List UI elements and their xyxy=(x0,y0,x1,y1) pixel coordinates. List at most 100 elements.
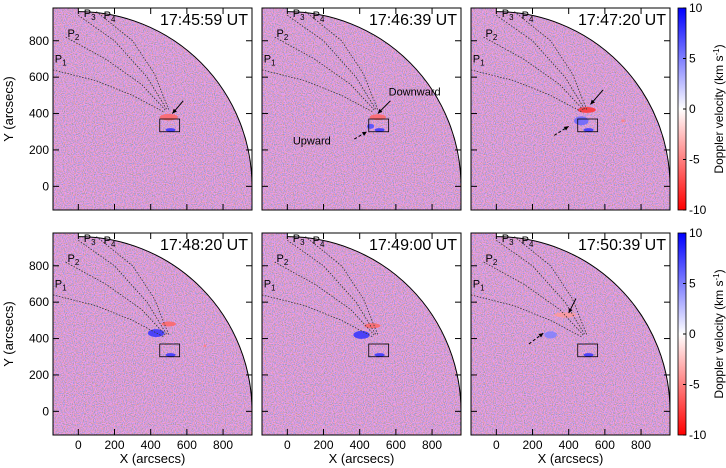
y-axis-label: Y (arcsecs) xyxy=(1,76,16,142)
panel-frame xyxy=(470,7,671,211)
arrow-head-1 xyxy=(568,308,573,314)
timestamp: 17:49:00 UT xyxy=(369,237,457,254)
doppler-feature-3 xyxy=(583,353,594,357)
y-tick-label: 800 xyxy=(29,34,49,48)
x-tick-label: 400 xyxy=(559,438,579,452)
panel-frame xyxy=(261,232,462,436)
arrow-head-1 xyxy=(172,108,177,114)
arrow-head-1 xyxy=(377,108,383,114)
loop-path-4 xyxy=(96,11,170,111)
panel-frame xyxy=(52,232,253,436)
y-tick-label: 200 xyxy=(29,143,49,157)
arrow-head-1 xyxy=(590,99,595,105)
solar-limb xyxy=(496,11,670,187)
x-tick-label: 200 xyxy=(522,438,542,452)
y-tick-label: 0 xyxy=(42,404,49,418)
doppler-feature-3 xyxy=(583,128,594,132)
panel-frame xyxy=(470,232,671,436)
colorbar-tick-label: -5 xyxy=(689,378,700,392)
loop-path-4 xyxy=(514,11,588,111)
region-box xyxy=(159,118,181,133)
arrow-head-2 xyxy=(563,126,569,131)
arrow-head-2 xyxy=(538,333,544,338)
y-tick-label: 0 xyxy=(42,179,49,193)
y-tick-label: 400 xyxy=(29,332,49,346)
x-tick-label: 200 xyxy=(313,438,333,452)
off-limb-region xyxy=(78,233,252,435)
colorbar-label: Doppler velocity (km s-1) xyxy=(712,269,726,398)
colorbar-tick-label: -5 xyxy=(689,153,700,167)
annotation-2: Upward xyxy=(293,135,331,147)
region-box xyxy=(368,343,390,358)
y-tick-label: 200 xyxy=(29,368,49,382)
colorbar-tick-label: 0 xyxy=(689,327,696,341)
y-tick-label: 600 xyxy=(29,70,49,84)
annotation-1: Downward xyxy=(389,86,441,98)
timestamp: 17:45:59 UT xyxy=(160,12,248,29)
x-tick-label: 600 xyxy=(177,438,197,452)
loop-path-3 xyxy=(496,239,586,336)
solar-limb xyxy=(496,236,670,412)
solar-limb xyxy=(287,11,461,187)
x-tick-label: 800 xyxy=(631,438,651,452)
doppler-feature-3 xyxy=(374,128,385,132)
doppler-feature-1 xyxy=(159,113,178,121)
doppler-feature-4 xyxy=(203,344,207,348)
doppler-feature-2 xyxy=(544,331,557,339)
colorbar-tick-label: 5 xyxy=(689,52,696,66)
loop-path-1 xyxy=(262,69,373,113)
region-box xyxy=(577,118,599,133)
timestamp: 17:47:20 UT xyxy=(578,12,666,29)
x-axis-label: X (arcsecs) xyxy=(329,451,395,466)
timestamp: 17:50:39 UT xyxy=(578,237,666,254)
doppler-feature-4 xyxy=(621,119,625,123)
loop-path-3 xyxy=(287,239,377,336)
loop-path-3 xyxy=(78,239,168,336)
off-limb-region xyxy=(496,233,670,435)
loop-path-3 xyxy=(496,14,586,111)
solar-limb xyxy=(78,236,252,412)
x-tick-label: 600 xyxy=(386,438,406,452)
loop-path-4 xyxy=(514,236,588,336)
doppler-feature-2 xyxy=(574,116,589,126)
off-limb-region xyxy=(287,233,461,435)
panel-frame xyxy=(52,7,253,211)
doppler-feature-2 xyxy=(165,128,176,132)
arrow-2 xyxy=(553,125,569,136)
x-tick-label: 600 xyxy=(595,438,615,452)
solar-limb xyxy=(287,236,461,412)
loop-path-2 xyxy=(65,36,166,111)
colorbar-2: 10 5 0 -5 -10 Doppler velocity (km s-1) xyxy=(677,226,726,442)
colorbar-tick-label: -10 xyxy=(689,428,707,442)
loop-path-4 xyxy=(305,11,379,111)
colorbar-tick-label: 10 xyxy=(689,1,703,15)
timestamp: 17:48:20 UT xyxy=(160,237,248,254)
doppler-feature-3 xyxy=(165,353,176,357)
loop-path-4 xyxy=(305,236,379,336)
arrow-head-2 xyxy=(361,131,367,136)
x-axis-label: X (arcsecs) xyxy=(538,451,604,466)
doppler-feature-2 xyxy=(366,123,375,129)
y-axis-label: Y (arcsecs) xyxy=(1,301,16,367)
loop-path-2 xyxy=(65,261,166,336)
x-tick-label: 200 xyxy=(104,438,124,452)
loop-path-2 xyxy=(274,36,375,111)
x-tick-label: 800 xyxy=(422,438,442,452)
doppler-feature-1 xyxy=(364,323,381,329)
loop-path-1 xyxy=(262,294,373,338)
loop-path-1 xyxy=(53,69,164,113)
doppler-feature-1 xyxy=(577,106,596,113)
